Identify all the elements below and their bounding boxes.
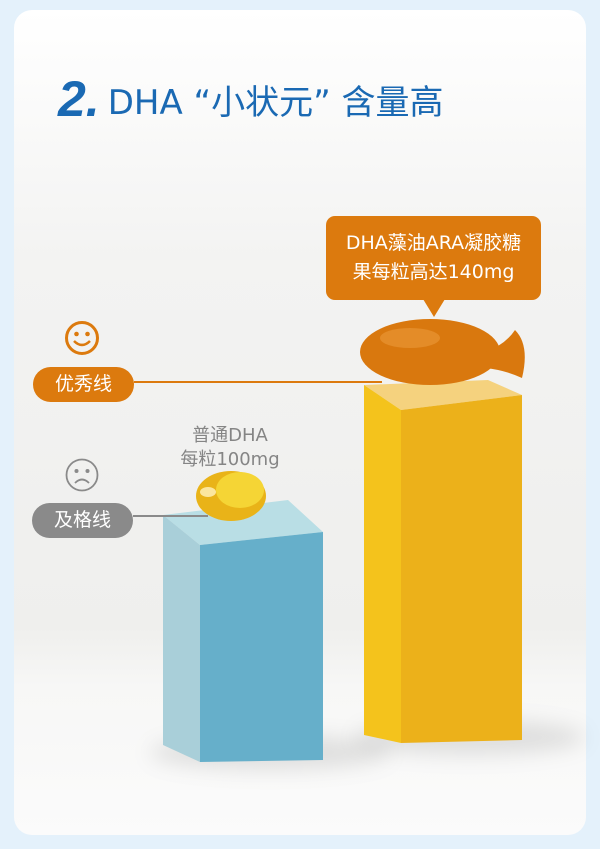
softgel-capsule-icon	[196, 471, 266, 521]
callout-line-2: 果每粒高达140mg	[352, 261, 515, 283]
ordinary-dha-note: 普通DHA 每粒100mg	[160, 424, 300, 472]
sad-face-icon	[65, 458, 99, 492]
excellent-line	[134, 381, 382, 383]
title-text: DHA “小状元” 含量高	[107, 82, 444, 123]
pass-line	[133, 515, 208, 517]
fish-gummy-icon	[360, 319, 525, 385]
callout-bubble: DHA藻油ARA凝胶糖 果每粒高达140mg	[326, 216, 541, 317]
callout-line-1: DHA藻油ARA凝胶糖	[345, 232, 522, 254]
smiley-face-icon	[65, 321, 99, 355]
ordinary-dha-box	[163, 500, 323, 762]
ordinary-line-2: 每粒100mg	[180, 449, 280, 470]
ordinary-line-1: 普通DHA	[192, 425, 268, 446]
pass-line-label: 及格线	[32, 503, 133, 538]
title-number: 2.	[58, 71, 100, 127]
page-title: 2. DHA “小状元” 含量高	[58, 70, 444, 128]
algae-dha-box	[364, 380, 522, 743]
excellent-line-label: 优秀线	[33, 367, 134, 402]
